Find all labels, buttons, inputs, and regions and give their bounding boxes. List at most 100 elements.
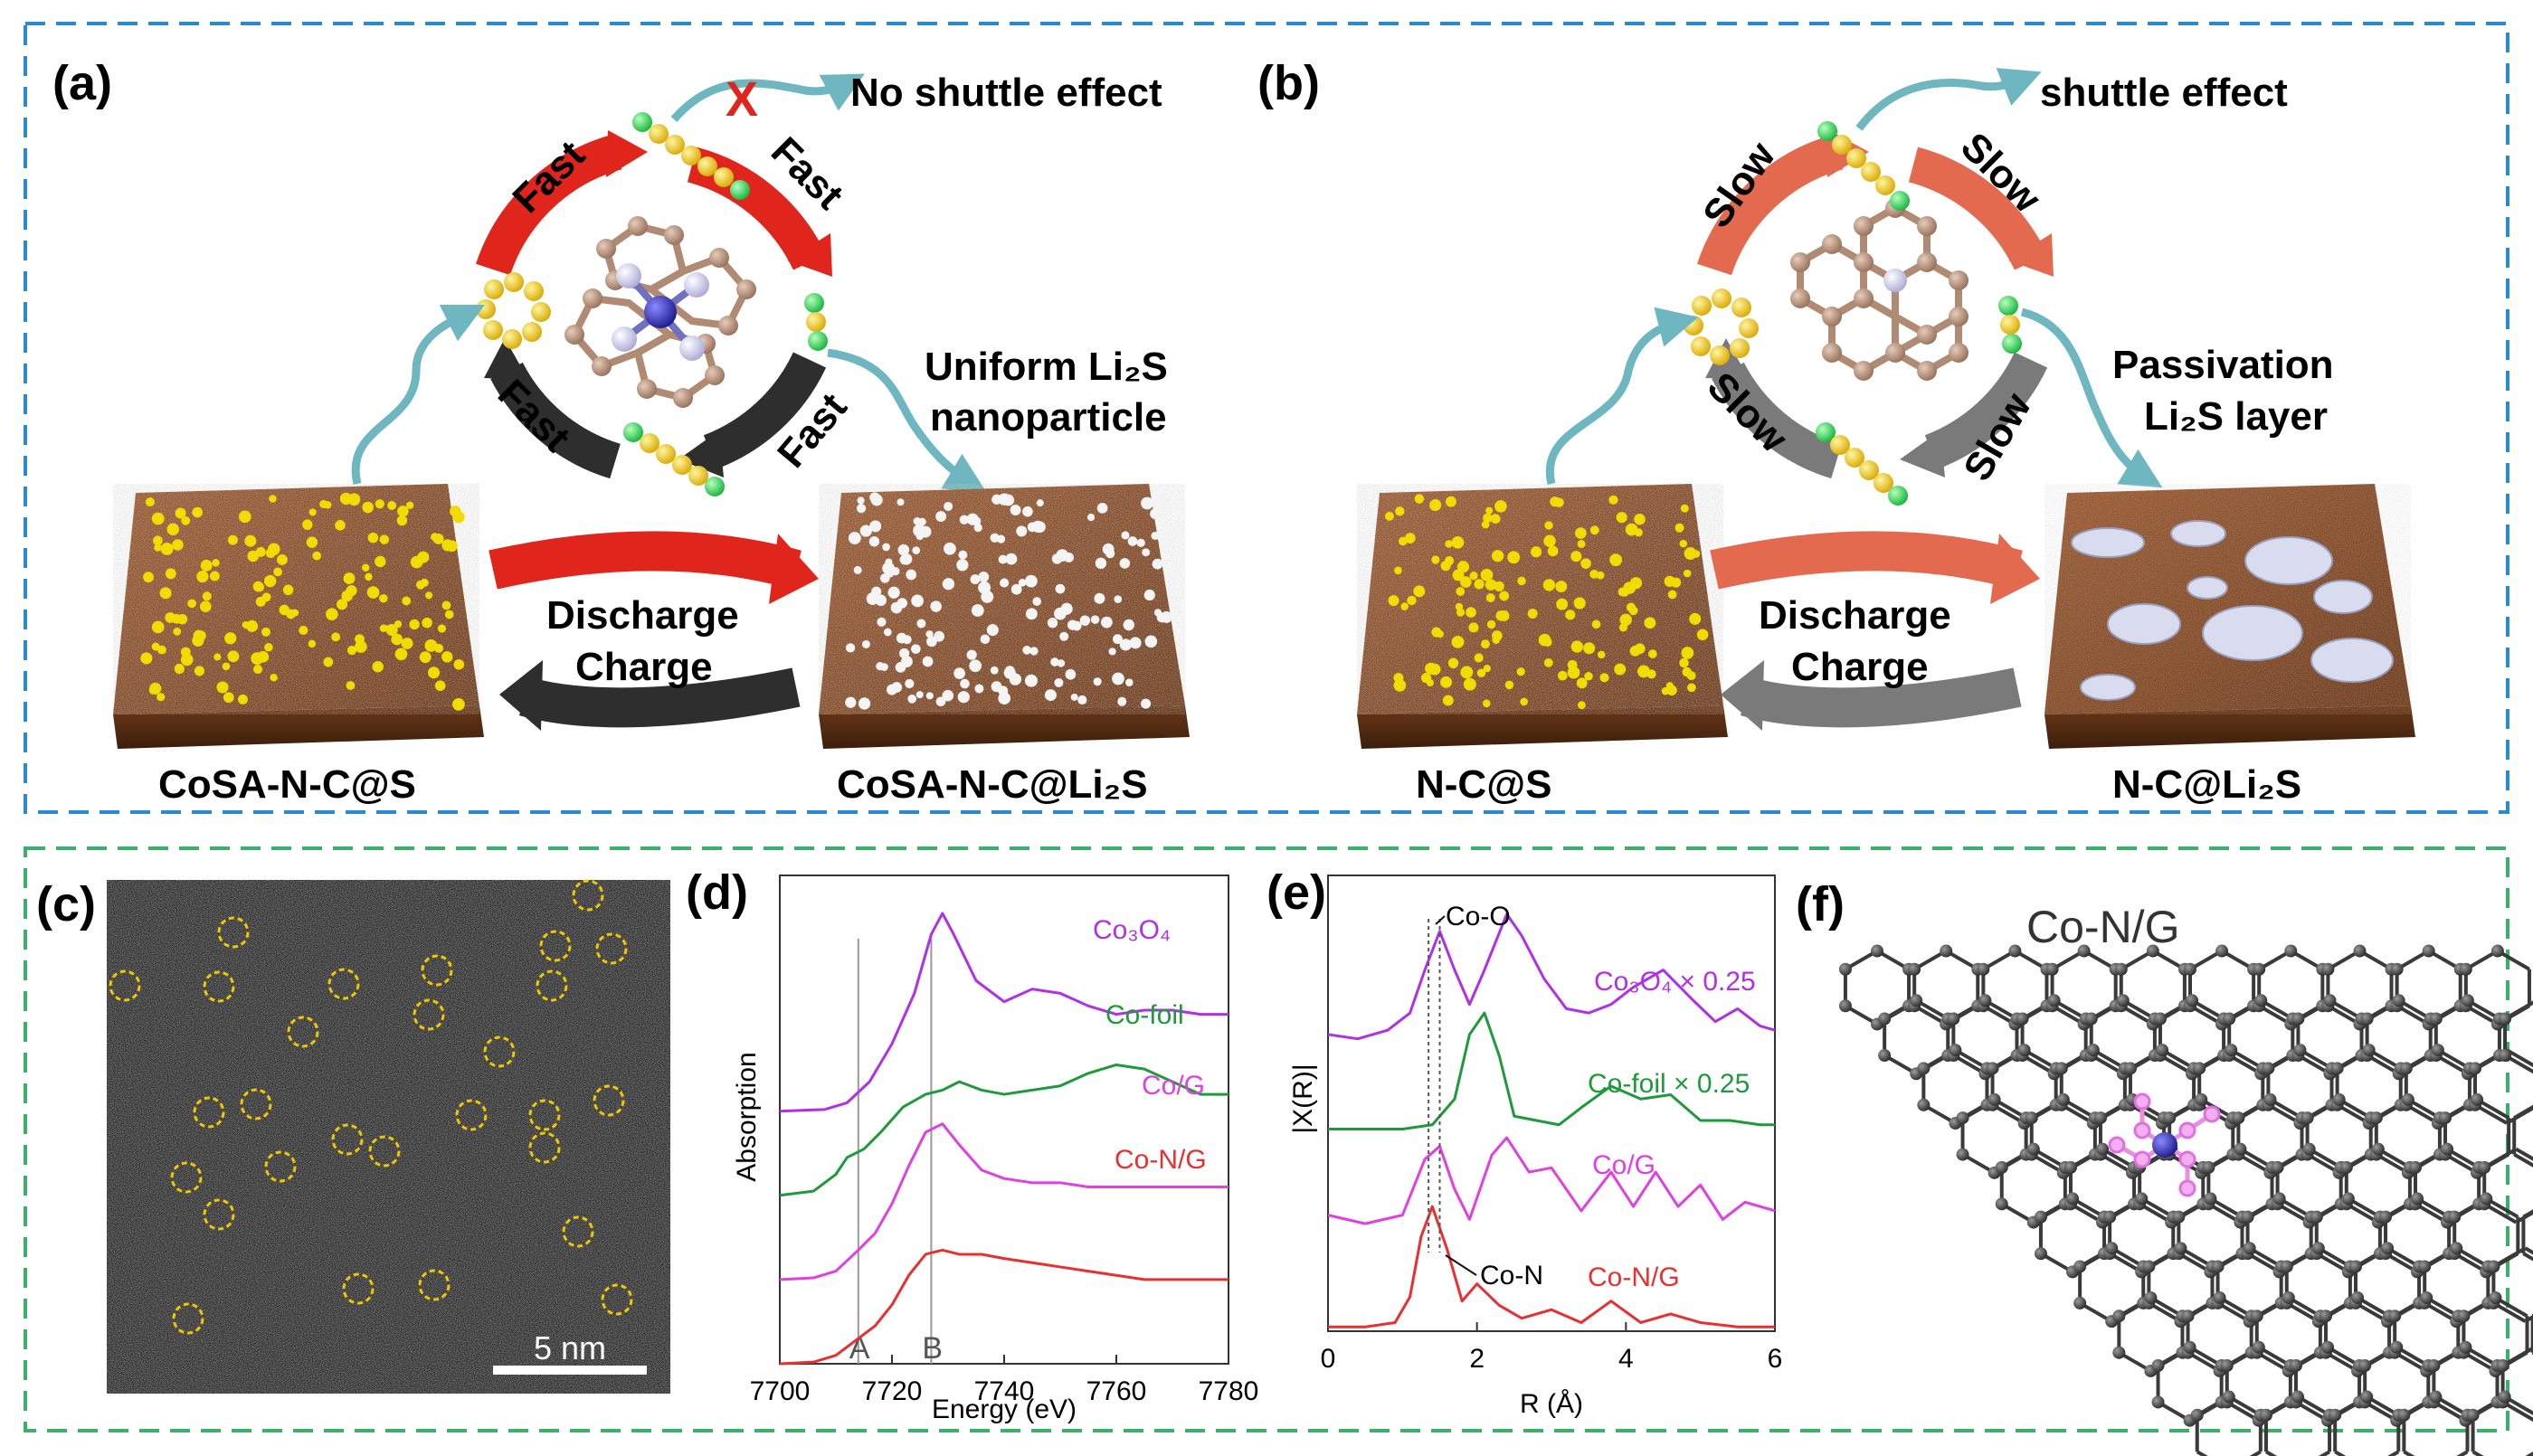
sulfur-dot — [1398, 536, 1408, 546]
sulfur-dot — [1628, 606, 1638, 616]
sulfur-dot — [1583, 642, 1596, 655]
panel-a: (a) Fast Fast Fast Fast — [52, 56, 1190, 807]
carbon-atom — [1988, 1092, 2001, 1106]
sulfur-dot — [375, 499, 384, 509]
sulfur-dot — [365, 572, 373, 581]
li2s-particle — [1129, 637, 1142, 649]
sulfur-dot — [172, 539, 184, 551]
sulfur-dot — [402, 596, 412, 606]
li2s-particle — [934, 630, 944, 642]
sulfur-dot — [264, 642, 273, 652]
sulfur-dot — [1597, 650, 1606, 659]
sulfur-dot — [346, 681, 356, 690]
substrate-n-c-s — [1357, 484, 1728, 749]
x-tick-label: 4 — [1618, 1344, 1634, 1374]
sulfur-dot — [397, 506, 409, 517]
carbon-atom — [2422, 944, 2435, 958]
carbon-atom — [2418, 1260, 2432, 1273]
sulfur-dot — [1517, 576, 1526, 586]
series-label: Co-foil — [1105, 1000, 1184, 1030]
sulfur-dot — [143, 572, 154, 583]
sulfur-dot — [1485, 579, 1497, 591]
sulfur-dot — [187, 599, 197, 609]
sulfur-dot — [1543, 534, 1556, 548]
carbon-atom — [2086, 1044, 2100, 1057]
sulfur-dot — [1577, 701, 1586, 710]
carbon-atom — [1940, 944, 1953, 958]
sulfur-dot — [355, 634, 365, 645]
sulfur-dot — [379, 624, 388, 632]
carbon-atom — [2084, 1012, 2098, 1026]
carbon-atom — [2193, 1062, 2206, 1075]
carbon-atom — [2332, 1092, 2346, 1106]
sulfur-dot — [1696, 629, 1709, 641]
sulfur-dot — [343, 572, 356, 585]
panel-b-label: (b) — [1257, 56, 1320, 110]
li2s-particle — [953, 667, 965, 679]
chart-e-ylabel: |X(R)| — [1288, 1064, 1318, 1133]
sulfur-dot — [1481, 520, 1490, 529]
li2s-particle — [1059, 631, 1069, 641]
chart-d-xlabel: Energy (eV) — [932, 1395, 1077, 1424]
teal-arrow-a-out — [827, 348, 987, 493]
sulfur-dot — [396, 515, 408, 526]
sulfur-dot — [1577, 540, 1586, 548]
series-line — [1328, 1205, 1775, 1328]
sulfur-dot — [151, 512, 165, 525]
carbon-atom — [2429, 1012, 2443, 1026]
li2s-particle — [991, 681, 1002, 693]
li2s-particle — [913, 524, 926, 537]
li2s-particle — [1095, 557, 1107, 570]
carbon-atom — [2401, 1092, 2414, 1106]
sulfur-dot — [1616, 512, 1627, 524]
sulfur-dot — [1490, 514, 1501, 525]
sulfur-dot — [410, 555, 423, 569]
sulfur-dot — [1516, 667, 1525, 676]
li2s-particle — [896, 632, 907, 644]
sulfur-dot — [337, 599, 348, 610]
chart-e-xlabel: R (Å) — [1520, 1389, 1583, 1419]
li2s-particle — [1004, 666, 1015, 676]
li2s-particle — [971, 604, 984, 617]
li2s-particle — [1119, 558, 1131, 569]
sulfur-dot — [427, 667, 441, 679]
li2s-particle — [1032, 597, 1041, 606]
carbon-atom — [1956, 1111, 1969, 1125]
carbon-atom — [2241, 1210, 2254, 1224]
li2s-particle — [978, 572, 990, 582]
scale-bar-label: 5 nm — [534, 1329, 606, 1366]
sulfur-dot — [1413, 585, 1426, 598]
li2s-b — [1998, 296, 2022, 354]
atom-marker — [240, 1088, 272, 1120]
lattice-bond — [2403, 1450, 2415, 1456]
panel-a-label: (a) — [52, 56, 112, 110]
series-line — [1327, 1136, 1776, 1225]
sulfur-dot — [1647, 649, 1657, 658]
sulfur-dot — [387, 501, 397, 510]
carbon-atom — [2330, 1062, 2344, 1075]
li2s-particle — [900, 553, 913, 565]
sulfur-dot — [375, 555, 386, 568]
carbon-atom — [2016, 1012, 2029, 1026]
sulfur-dot — [270, 674, 278, 682]
carbon-atom — [2329, 1408, 2342, 1422]
li2s-particle — [905, 678, 915, 689]
panel-f: (f) Co-N/G — [1796, 877, 2533, 1456]
carbon-atom — [2146, 944, 2159, 958]
sulfur-dot — [306, 536, 318, 548]
s8-ring-a — [476, 272, 551, 349]
x-tick-label: 7700 — [750, 1376, 811, 1406]
carbon-atom — [1995, 1197, 2008, 1211]
panel-f-title: Co-N/G — [2026, 902, 2179, 952]
li2s6-chain-b-top — [1817, 121, 1910, 211]
sulfur-dot — [145, 497, 155, 507]
carbon-atom — [2204, 1192, 2217, 1205]
carbon-atom — [2409, 1160, 2423, 1174]
x-tick-label: 7740 — [974, 1376, 1035, 1406]
li2s-particle — [1121, 531, 1130, 540]
sulfur-dot — [194, 666, 205, 676]
carbon-atom — [2448, 1210, 2462, 1224]
sulfur-dot — [242, 620, 250, 629]
sulfur-dot — [1614, 663, 1627, 676]
x-tick-label: 6 — [1768, 1344, 1783, 1374]
